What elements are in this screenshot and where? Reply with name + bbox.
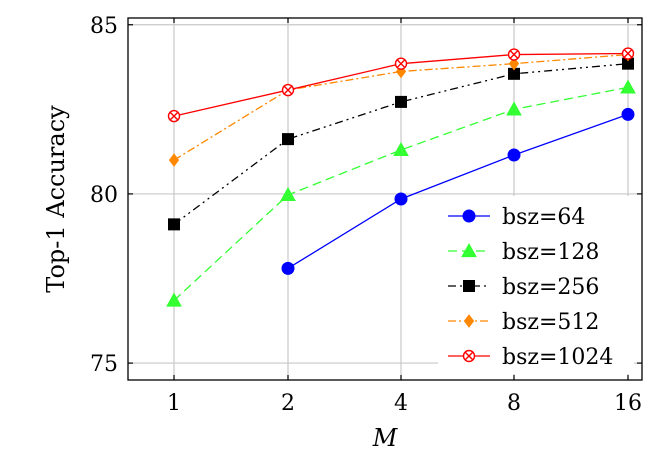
data-point [393,141,409,157]
data-point [395,95,407,108]
legend-entry: bsz=128 [448,240,599,265]
data-point [281,83,295,97]
y-tick-label: 75 [90,352,118,377]
legend-marker [462,349,476,363]
data-point [394,192,408,206]
data-point [280,186,296,202]
x-tick-label: 8 [507,391,521,416]
axis-ticks: 1 2 4 8 16 75 80 85 [90,14,642,416]
data-point [620,79,636,94]
series-bsz=128 [166,79,636,307]
legend-entry: bsz=64 [448,205,585,230]
data-point [168,153,180,167]
data-point [508,56,520,71]
data-point [168,218,180,231]
data-point [281,261,295,275]
series-bsz=64 [281,107,635,275]
data-point [394,57,408,70]
data-point [621,107,635,121]
plot-frame [127,17,643,381]
data-point [507,48,521,61]
series-line [173,63,629,225]
series-line [287,113,629,269]
data-point [167,109,181,123]
x-axis-label: M [372,424,399,452]
y-axis-label: Top-1 Accuracy [42,105,70,293]
series-layer [166,47,636,307]
legend-entry: bsz=256 [448,275,599,300]
legend-label: bsz=64 [502,205,585,230]
legend-marker [462,209,476,223]
series-bsz=1024 [167,47,635,123]
data-point [506,101,522,116]
y-tick-label: 85 [90,14,118,39]
legend-label: bsz=128 [502,240,599,265]
legend: bsz=64 bsz=128 bsz=256 bsz=512 bsz=1024 [438,196,634,374]
series-bsz=256 [168,57,634,231]
legend-label: bsz=1024 [502,345,613,370]
x-tick-label: 4 [394,391,408,416]
data-point [621,47,635,60]
legend-marker [463,314,475,328]
y-tick-label: 80 [90,183,118,208]
legend-label: bsz=256 [502,275,599,300]
data-point [508,67,520,80]
x-tick-label: 1 [167,391,181,416]
legend-entry: bsz=1024 [448,345,613,370]
legend-label: bsz=512 [502,310,599,335]
legend-marker [461,242,477,258]
x-tick-label: 2 [281,391,295,416]
data-point [282,133,294,146]
legend-marker [463,280,475,292]
data-point [166,292,182,307]
data-point [622,57,634,70]
x-tick-label: 16 [614,391,642,416]
legend-entry: bsz=512 [448,310,599,335]
series-line [173,86,629,301]
data-point [507,148,521,162]
